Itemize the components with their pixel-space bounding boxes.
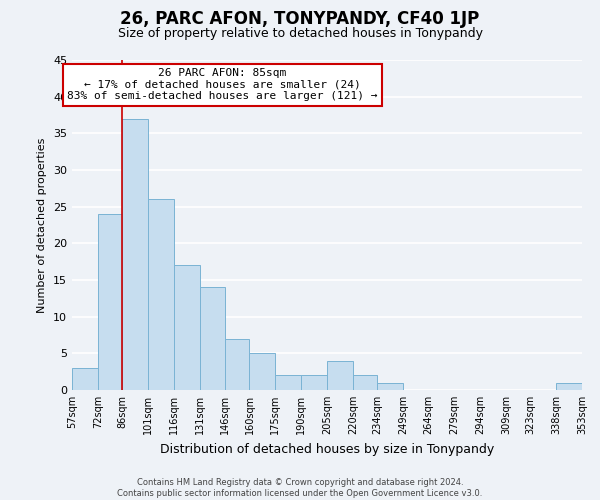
Bar <box>556 382 582 390</box>
Bar <box>327 360 353 390</box>
X-axis label: Distribution of detached houses by size in Tonypandy: Distribution of detached houses by size … <box>160 442 494 456</box>
Bar <box>199 288 226 390</box>
Text: 26, PARC AFON, TONYPANDY, CF40 1JP: 26, PARC AFON, TONYPANDY, CF40 1JP <box>121 10 479 28</box>
Bar <box>226 338 250 390</box>
Bar <box>98 214 122 390</box>
Y-axis label: Number of detached properties: Number of detached properties <box>37 138 47 312</box>
Bar <box>377 382 403 390</box>
Bar <box>353 376 377 390</box>
Bar <box>173 266 199 390</box>
Bar <box>250 354 275 390</box>
Text: 26 PARC AFON: 85sqm
← 17% of detached houses are smaller (24)
83% of semi-detach: 26 PARC AFON: 85sqm ← 17% of detached ho… <box>67 68 378 102</box>
Bar <box>301 376 327 390</box>
Bar <box>148 200 173 390</box>
Text: Contains HM Land Registry data © Crown copyright and database right 2024.
Contai: Contains HM Land Registry data © Crown c… <box>118 478 482 498</box>
Bar <box>72 368 98 390</box>
Bar <box>122 118 148 390</box>
Bar <box>275 376 301 390</box>
Text: Size of property relative to detached houses in Tonypandy: Size of property relative to detached ho… <box>118 28 482 40</box>
